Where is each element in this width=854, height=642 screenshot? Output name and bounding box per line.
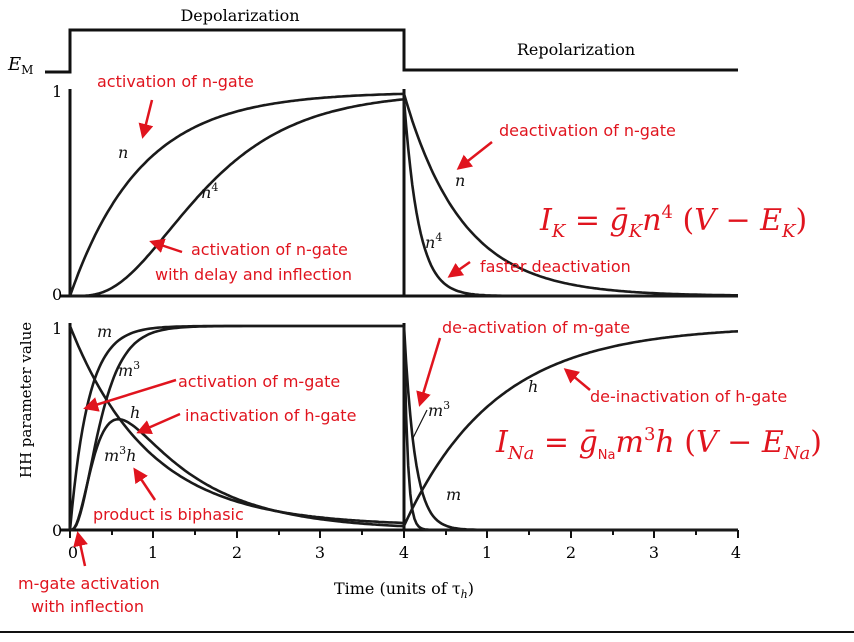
x-tick-3: 3 — [315, 543, 325, 562]
curve-m3-on — [69, 324, 404, 532]
annot-deact-m: de-activation of m-gate — [442, 318, 630, 337]
curve-label-n4-off: n4 — [425, 231, 442, 252]
x-tick-2: 2 — [232, 543, 242, 562]
curve-label-m3-on: m3 — [118, 359, 140, 380]
gating-curves — [68, 92, 739, 532]
annot-deact-n: deactivation of n-gate — [499, 121, 676, 140]
annot-act-n-delay-1: activation of n-gate — [191, 240, 348, 259]
x-tick-1: 1 — [148, 543, 158, 562]
bottom-y-tick-0: 0 — [52, 521, 62, 540]
m3-off-leader — [411, 409, 428, 441]
curve-label-n-on: n — [118, 143, 128, 162]
curve-label-n-off: n — [455, 171, 465, 190]
arrow-m-infl — [73, 531, 88, 567]
arrow-deact-m — [416, 337, 442, 407]
curve-label-m3-off: m3 — [428, 399, 450, 420]
curve-h-off — [402, 330, 739, 527]
arrow-act-n-delay — [149, 238, 183, 254]
curve-n4-on — [70, 98, 405, 298]
x-axis — [69, 530, 739, 538]
arrow-biphasic — [133, 467, 157, 501]
annot-act-m: activation of m-gate — [178, 372, 340, 391]
annot-biphasic: product is biphasic — [93, 505, 244, 524]
bottom-y-tick-1: 1 — [52, 319, 62, 338]
curve-n-on — [68, 92, 405, 297]
x-tick-5: 1 — [482, 543, 492, 562]
annot-deinact-h: de-inactivation of h-gate — [590, 387, 787, 406]
em-label: EM — [7, 54, 33, 77]
arrow-inact-h — [136, 412, 181, 435]
annot-act-n-delay-2: with delay and inflection — [155, 265, 352, 284]
curve-n-off — [402, 93, 738, 297]
curve-label-m-on: m — [97, 322, 112, 341]
x-axis-label: Time (units of τh) — [334, 579, 474, 601]
arrow-deinact-h — [563, 368, 591, 391]
arrow-deact-n — [456, 141, 493, 170]
top-y-tick-1: 1 — [52, 82, 62, 101]
curve-label-m-off: m — [446, 485, 461, 504]
x-tick-8: 4 — [731, 543, 741, 562]
annot-m-infl-1: m-gate activation — [18, 574, 160, 593]
x-tick-0: 0 — [68, 543, 78, 562]
curve-label-n4-on: n4 — [201, 181, 218, 202]
arrow-act-m — [83, 378, 177, 412]
top-y-tick-0: 0 — [52, 285, 62, 304]
x-tick-4: 4 — [399, 543, 409, 562]
y-axis-label: HH parameter value — [17, 322, 35, 478]
equation-ik: IK = ḡKn4 (V − EK) — [539, 202, 807, 242]
equation-ina: INa = ḡNam3h (V − ENa) — [495, 424, 822, 464]
curve-label-m3h-on: m3h — [104, 444, 136, 465]
curve-label-h-on: h — [130, 403, 140, 422]
annot-act-n: activation of n-gate — [97, 72, 254, 91]
annot-faster-deact: faster deactivation — [480, 257, 631, 276]
depolarization-label: Depolarization — [180, 6, 299, 25]
curve-m3h-on — [69, 417, 405, 532]
arrow-act-n — [138, 99, 154, 139]
curve-n4-off — [402, 99, 738, 298]
curve-m3-off — [402, 325, 738, 532]
curve-h-on — [68, 325, 405, 525]
voltage-step-trace: EM Depolarization Repolarization — [7, 6, 738, 77]
repolarization-label: Repolarization — [517, 40, 635, 59]
x-tick-7: 3 — [649, 543, 659, 562]
annot-inact-h: inactivation of h-gate — [185, 406, 356, 425]
curve-label-h-off: h — [528, 377, 538, 396]
x-tick-6: 2 — [566, 543, 576, 562]
arrow-faster-deact — [447, 260, 471, 278]
annot-m-infl-2: with inflection — [31, 597, 144, 616]
